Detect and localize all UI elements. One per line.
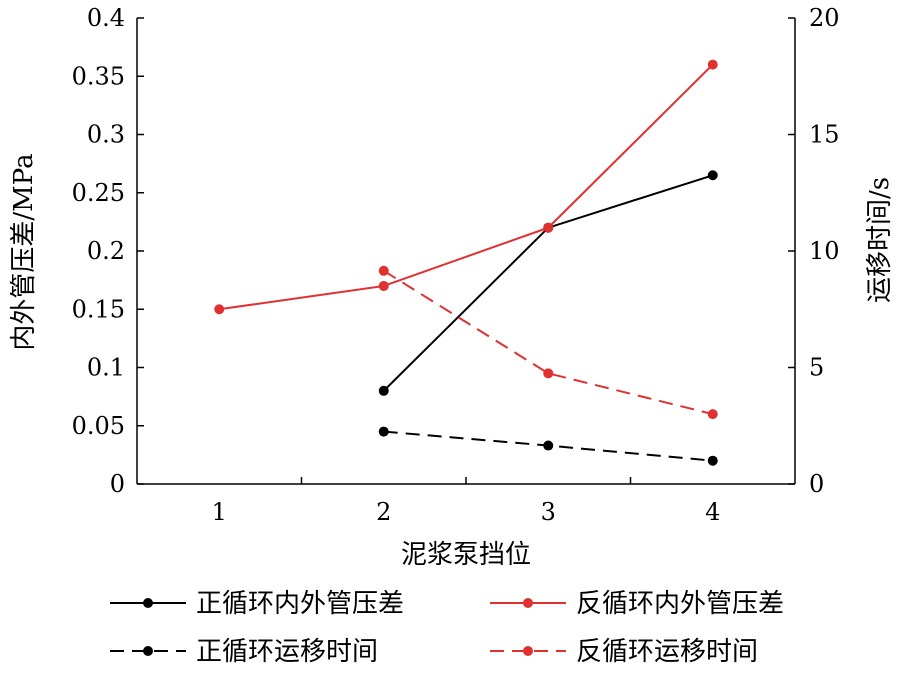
series-point-1 [543,222,554,233]
chart-ticks: 0 0.05 0.1 0.15 0.2 0.25 0.3 0.35 0.4 0 5 10 15 20 1 2 3… [72,4,840,526]
y-left-tick-label: 0.05 [72,412,125,440]
series-point-2 [543,440,554,451]
series-point-0 [707,170,718,181]
legend-label: 正循环运移时间 [196,637,378,667]
y-right-tick-label: 20 [809,4,840,32]
series-point-2 [707,455,718,466]
legend-swatch-marker [523,646,533,656]
series-point-3 [543,368,554,379]
y-left-tick-label: 0.3 [87,121,125,149]
x-tick-label: 2 [376,498,391,526]
series-line-0 [383,174,714,392]
x-tick-label: 4 [705,498,720,526]
y-left-tick-label: 0.15 [72,295,125,323]
legend-swatch-marker [143,646,153,656]
series-point-3 [378,265,389,276]
series-point-2 [378,426,389,437]
chart-axes [136,18,796,485]
y-right-tick-label: 0 [809,470,824,498]
y-left-tick-label: 0.35 [72,62,125,90]
y-right-tick-label: 10 [809,237,840,265]
x-tick-label: 1 [212,498,227,526]
legend-label: 正循环内外管压差 [196,589,404,619]
y-left-tick-label: 0.2 [87,237,125,265]
series-point-3 [707,409,718,420]
series-point-1 [707,59,718,70]
series-point-1 [378,280,389,291]
legend-swatch-marker [143,598,153,608]
x-axis-title: 泥浆泵挡位 [401,540,531,570]
y-right-tick-label: 5 [809,354,824,382]
legend-label: 反循环运移时间 [576,637,758,667]
y-right-tick-label: 15 [809,121,840,149]
legend-swatch-marker [523,598,533,608]
y-axis-right-title: 运移时间/s [865,177,895,303]
chart-series [214,59,718,466]
y-left-tick-label: 0.4 [87,4,125,32]
series-line-1 [219,63,714,311]
y-left-tick-label: 0 [110,470,125,498]
y-left-tick-label: 0.25 [72,179,125,207]
series-point-1 [214,304,225,315]
y-axis-left-title: 内外管压差/MPa [9,153,39,350]
y-left-tick-label: 0.1 [87,354,125,382]
legend-label: 反循环内外管压差 [576,589,784,619]
series-point-0 [378,385,389,396]
x-tick-label: 3 [541,498,556,526]
